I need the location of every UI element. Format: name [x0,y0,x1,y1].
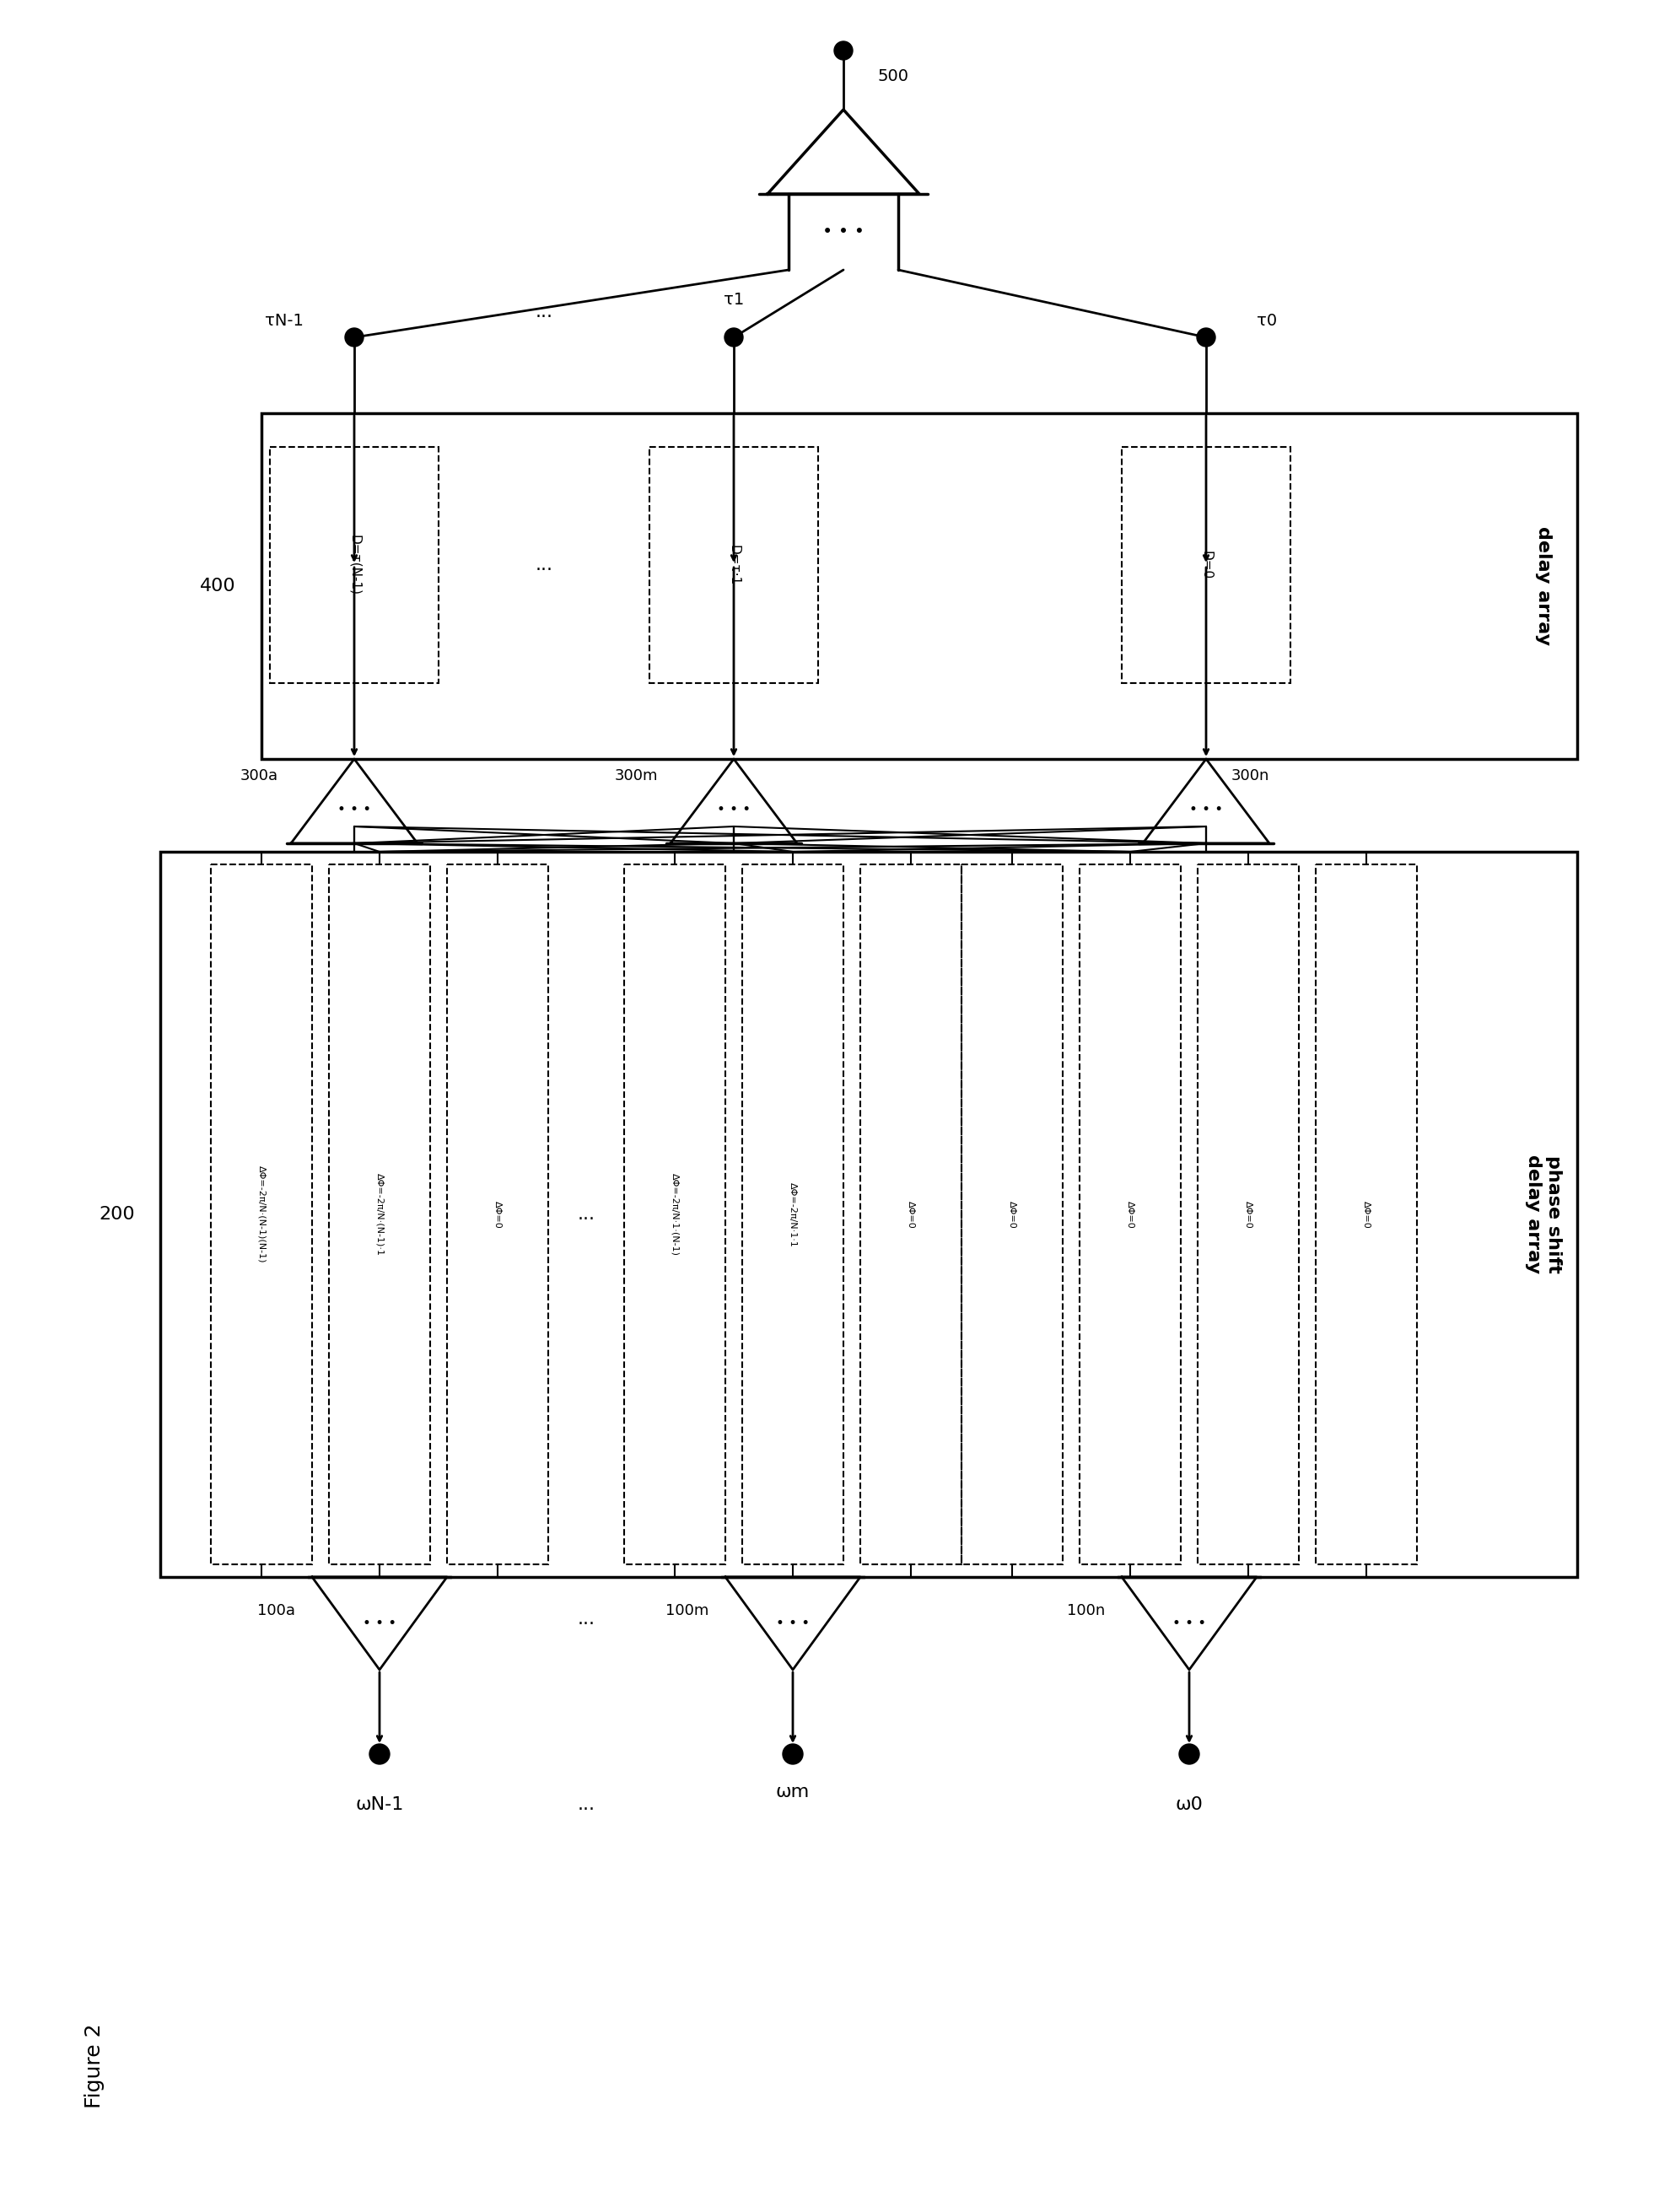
Text: ...: ... [577,1206,596,1223]
Text: • • •: • • • [363,1615,397,1630]
Text: phase shift
delay array: phase shift delay array [1525,1155,1561,1274]
Circle shape [1180,1743,1199,1765]
Text: • • •: • • • [823,223,864,241]
Bar [742,865,843,1564]
Text: ...: ... [536,303,552,321]
Text: ΔΦ=0: ΔΦ=0 [493,1201,501,1228]
Text: ΔΦ=0: ΔΦ=0 [1244,1201,1253,1228]
Text: ΔΦ=-2π/N·1·(N-1): ΔΦ=-2π/N·1·(N-1) [670,1172,679,1256]
Bar [161,852,1578,1577]
Text: 500: 500 [878,69,909,84]
Circle shape [783,1743,803,1765]
Text: ΔΦ=0: ΔΦ=0 [1126,1201,1135,1228]
Circle shape [725,327,743,347]
Text: 300n: 300n [1231,768,1269,783]
Bar [328,865,430,1564]
Text: • • •: • • • [337,803,372,816]
Text: delay array: delay array [1535,526,1551,646]
Circle shape [345,327,363,347]
Text: Figure 2: Figure 2 [85,2024,105,2108]
Text: ...: ... [536,557,552,573]
Text: τ0: τ0 [1256,312,1277,327]
Text: • • •: • • • [1173,1615,1206,1630]
Bar [1198,865,1299,1564]
Text: ΔΦ=-2π/N·(N-1)·1: ΔΦ=-2π/N·(N-1)·1 [375,1172,383,1256]
Text: ω0: ω0 [1175,1796,1203,1814]
Text: ΔΦ=-2π/N·1·1: ΔΦ=-2π/N·1·1 [788,1181,796,1248]
Text: 300m: 300m [614,768,659,783]
Text: D=0: D=0 [1199,551,1213,580]
Text: ωm: ωm [776,1783,810,1801]
Text: ΔΦ=-2π/N·(N-1)(N-1): ΔΦ=-2π/N·(N-1)(N-1) [257,1166,265,1263]
Bar [270,447,438,684]
Text: τN-1: τN-1 [265,312,304,327]
Text: ΔΦ=0: ΔΦ=0 [1362,1201,1370,1228]
Text: ...: ... [577,1610,596,1628]
Bar [649,447,818,684]
Text: • • •: • • • [1190,803,1223,816]
Circle shape [834,42,853,60]
Bar [262,414,1578,759]
Text: • • •: • • • [776,1615,810,1630]
Text: 400: 400 [201,577,236,595]
Bar [1316,865,1417,1564]
Text: τ1: τ1 [723,292,743,307]
Text: ...: ... [577,1796,596,1814]
Text: D=τ(N-1): D=τ(N-1) [348,535,360,595]
Bar [861,865,962,1564]
Circle shape [1196,327,1216,347]
Bar [624,865,725,1564]
Text: ΔΦ=0: ΔΦ=0 [907,1201,916,1228]
Text: ωN-1: ωN-1 [355,1796,403,1814]
Bar [962,865,1063,1564]
Text: 300a: 300a [241,768,279,783]
Text: 100a: 100a [257,1604,295,1619]
Text: 100n: 100n [1067,1604,1105,1619]
Bar [446,865,547,1564]
Bar [1121,447,1291,684]
Text: ΔΦ=0: ΔΦ=0 [1009,1201,1017,1228]
Text: • • •: • • • [717,803,750,816]
Bar [1080,865,1181,1564]
Text: D=τ·1: D=τ·1 [727,544,740,586]
Text: 200: 200 [100,1206,134,1223]
Circle shape [370,1743,390,1765]
Text: 100m: 100m [665,1604,708,1619]
Bar [211,865,312,1564]
